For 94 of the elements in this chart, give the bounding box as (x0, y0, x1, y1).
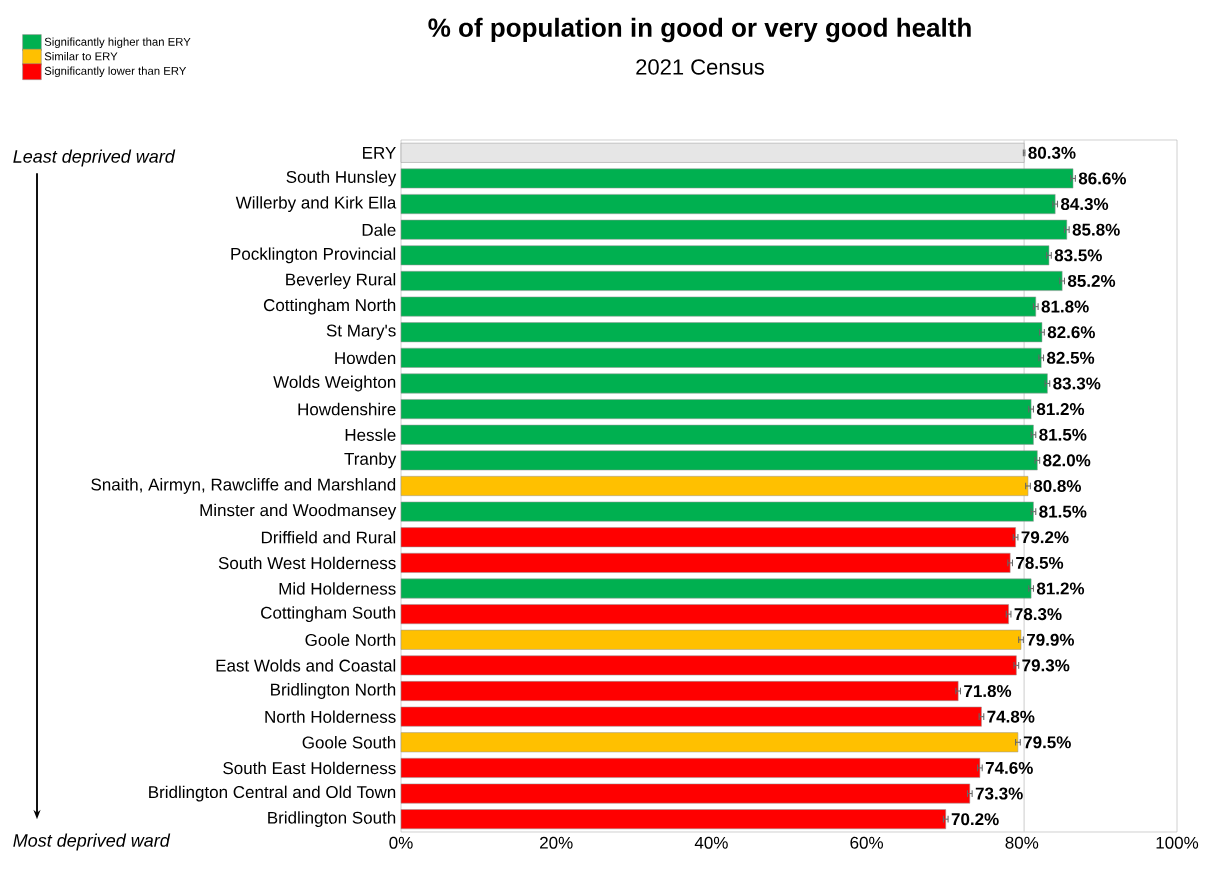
data-label: 83.3% (1053, 377, 1101, 390)
y-tick-label: Dale (362, 223, 396, 236)
bar (400, 322, 1043, 343)
y-tick-label: Wolds Weighton (273, 375, 396, 392)
y-tick-label: Cottingham South (261, 606, 396, 623)
bar (400, 347, 1042, 368)
legend-label: Significantly lower than ERY (44, 66, 187, 78)
data-label: 79.2% (1021, 531, 1069, 544)
data-label: 81.5% (1039, 505, 1087, 518)
data-label: 79.5% (1023, 736, 1071, 749)
bar (400, 706, 982, 727)
bar (400, 783, 971, 804)
bar (400, 271, 1063, 291)
legend-label: Similar to ERY (44, 52, 118, 61)
y-tick-label: East Wolds and Coastal (216, 659, 396, 672)
y-tick-label: Cottingham North (263, 298, 396, 315)
chart-title: % of population in good or very good health (428, 17, 971, 43)
y-tick-label: Snaith, Airmyn, Rawcliffe and Marshland (91, 478, 396, 494)
data-label: 84.3% (1060, 198, 1109, 211)
x-tick-label: 60% (850, 836, 884, 849)
legend-label: Significantly higher than ERY (44, 37, 191, 49)
y-tick-label: Howden (335, 351, 396, 365)
bar (400, 219, 1068, 240)
x-tick-label: 20% (540, 836, 573, 849)
bar (400, 655, 1017, 676)
data-label: 78.5% (1016, 556, 1064, 569)
data-label: 82.6% (1047, 326, 1095, 339)
y-tick-label: South East Holderness (223, 761, 396, 775)
bar (400, 757, 981, 778)
bar (400, 552, 1011, 573)
bar (400, 681, 959, 701)
text: Most deprived ward (13, 833, 171, 851)
y-tick-label: Pocklington Provincial (231, 247, 396, 264)
data-label: 71.8% (964, 685, 1012, 698)
data-label: 78.3% (1014, 608, 1062, 621)
y-tick-label: Minster and Woodmansey (200, 503, 397, 520)
bar (400, 629, 1022, 650)
bar (400, 450, 1038, 471)
y-tick-label: Mid Holderness (279, 582, 396, 595)
data-label: 79.9% (1027, 633, 1075, 646)
bar (400, 168, 1074, 189)
y-tick-label: Bridlington South (268, 811, 396, 828)
chart-subtitle: 2021 Census (636, 59, 764, 75)
data-label: 85.8% (1072, 223, 1120, 236)
data-label: 81.8% (1041, 300, 1089, 313)
bar (400, 424, 1034, 445)
data-label: 82.0% (1043, 454, 1091, 467)
data-label: 79.3% (1022, 659, 1070, 672)
x-tick-label: 100% (1156, 836, 1199, 849)
bar (400, 142, 1025, 163)
data-label: 81.5% (1039, 428, 1087, 441)
bar (400, 373, 1048, 394)
data-label: 73.3% (975, 787, 1023, 800)
bar (400, 732, 1019, 753)
bar (400, 527, 1016, 548)
y-tick-label: Bridlington Central and Old Town (149, 785, 396, 802)
bar (400, 245, 1050, 266)
y-tick-label: Bridlington North (271, 683, 396, 699)
bar (400, 809, 947, 830)
data-label: 82.5% (1047, 351, 1095, 364)
y-tick-label: North Holderness (265, 710, 396, 723)
data-label: 83.5% (1054, 249, 1102, 262)
bar (400, 194, 1056, 215)
x-tick-label: 80% (1005, 836, 1039, 849)
y-tick-label: Beverley Rural (286, 273, 396, 289)
y-tick-label: Howdenshire (298, 402, 396, 416)
data-label: 80.3% (1028, 146, 1076, 159)
bar (400, 501, 1034, 522)
y-tick-label: Driffield and Rural (261, 531, 396, 544)
text: Least deprived ward (13, 149, 176, 167)
y-tick-label: St Mary's (326, 324, 396, 340)
data-label: 80.8% (1033, 479, 1082, 493)
y-tick-label: Goole North (305, 633, 396, 647)
bar (400, 399, 1032, 420)
bar (400, 476, 1029, 496)
data-label: 70.2% (951, 813, 999, 826)
bar (400, 296, 1037, 317)
data-label: 85.2% (1067, 274, 1116, 287)
data-label: 81.2% (1036, 582, 1085, 595)
data-label: 74.8% (987, 710, 1035, 723)
y-tick-label: South West Holderness (218, 556, 396, 570)
y-tick-label: Willerby and Kirk Ella (235, 196, 397, 212)
y-tick-label: Tranby (344, 452, 397, 469)
bar (400, 604, 1009, 625)
y-tick-label: South Hunsley (286, 170, 397, 187)
data-label: 81.2% (1036, 403, 1085, 416)
y-tick-label: Hessle (345, 428, 396, 441)
data-label: 86.6% (1078, 172, 1127, 185)
y-tick-label: ERY (363, 146, 396, 159)
data-label: 74.6% (985, 761, 1033, 774)
x-tick-label: 0% (389, 836, 413, 849)
bar (400, 578, 1032, 599)
x-tick-label: 40% (694, 836, 728, 849)
y-tick-label: Goole South (302, 736, 396, 749)
